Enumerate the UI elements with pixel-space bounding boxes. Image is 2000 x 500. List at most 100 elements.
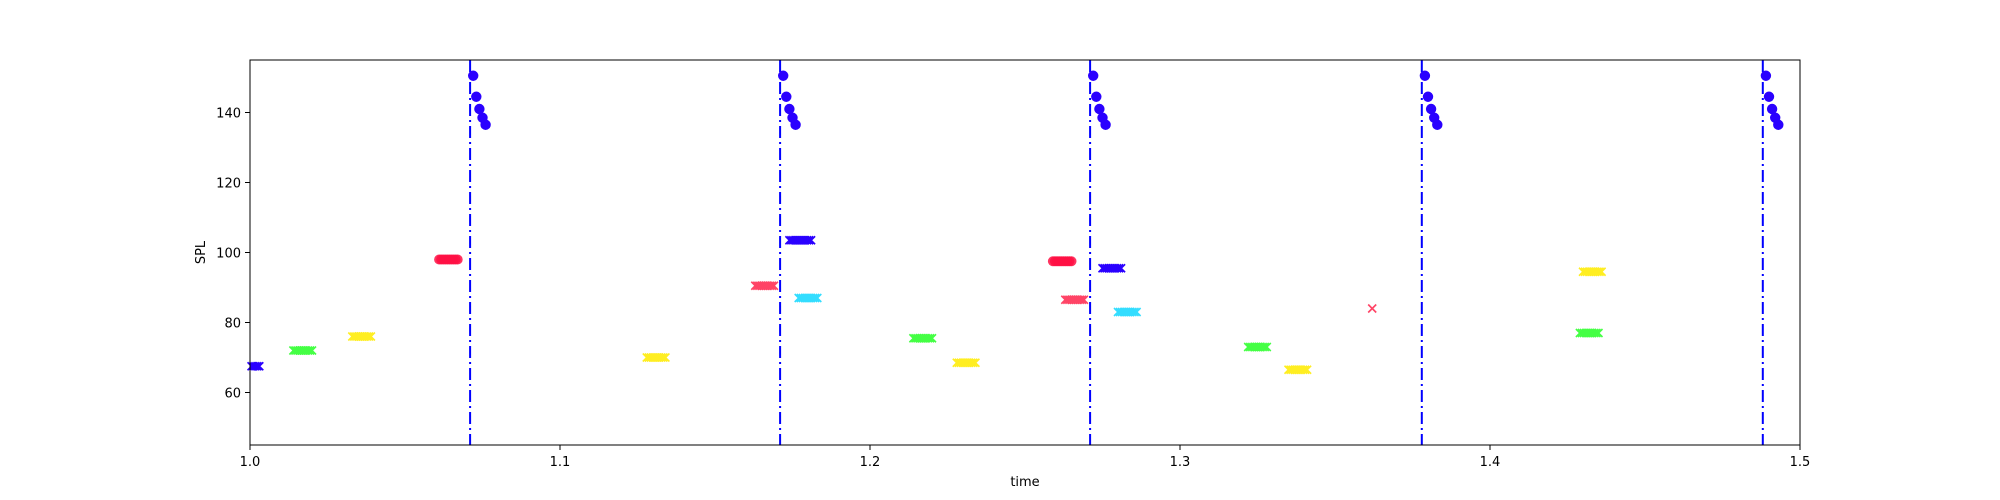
x-marker-stroke [1302, 365, 1312, 375]
x-marker-stroke [923, 333, 933, 343]
note-marker [1283, 365, 1312, 375]
note-marker [794, 293, 822, 303]
x-marker-stroke [812, 293, 822, 303]
y-tick-label: 100 [216, 247, 241, 262]
onset-marker [1763, 91, 1775, 102]
x-marker-stroke [1114, 263, 1124, 273]
x-marker-stroke [925, 333, 935, 343]
onset-marker [1773, 119, 1784, 130]
note-marker [908, 333, 937, 343]
onset-marker [1432, 119, 1443, 130]
x-marker-stroke [1077, 295, 1087, 305]
x-marker-stroke [1079, 295, 1089, 305]
x-marker-stroke [767, 281, 777, 291]
x-marker-stroke [366, 331, 376, 342]
x-marker-stroke [658, 352, 668, 363]
x-marker-stroke [1298, 365, 1308, 375]
note-marker [1113, 307, 1142, 317]
x-marker-stroke [364, 331, 374, 342]
x-marker-stroke [927, 333, 937, 343]
x-axis: 1.0 1.1 1.2 1.3 1.4 1.5 [240, 445, 1811, 470]
x-marker-stroke [656, 352, 666, 363]
x-marker-stroke [1258, 342, 1268, 352]
note-marker [1578, 267, 1607, 277]
x-marker-stroke [802, 235, 812, 245]
y-tick-label: 140 [216, 107, 241, 122]
note-marker [1097, 263, 1126, 273]
x-tick-label: 1.3 [1170, 455, 1191, 470]
onset-marker [1422, 91, 1434, 102]
note-marker [1243, 342, 1272, 352]
x-tick-label: 1.4 [1480, 455, 1501, 470]
x-marker-stroke [1300, 365, 1310, 375]
x-tick-label: 1.5 [1790, 455, 1811, 470]
x-marker-stroke [968, 358, 978, 368]
x-marker-stroke [806, 235, 816, 245]
y-tick-label: 60 [224, 387, 241, 402]
note-marker [434, 254, 463, 265]
onset-marker [781, 91, 792, 102]
circle-marker [1066, 256, 1077, 267]
x-marker-stroke [1262, 342, 1272, 352]
onset-marker [468, 70, 479, 81]
x-marker-stroke [966, 358, 976, 368]
x-marker-stroke [1260, 342, 1270, 352]
note-marker [642, 352, 670, 363]
x-marker-stroke [1127, 307, 1138, 317]
onset-marker [1760, 70, 1772, 81]
x-marker-stroke [254, 361, 264, 371]
x-marker-stroke [1593, 328, 1604, 338]
x-tick-label: 1.0 [240, 455, 261, 470]
plot-area [246, 60, 1784, 445]
y-tick-label: 80 [224, 317, 241, 332]
onset-marker [1419, 70, 1431, 81]
onset-marker [1100, 119, 1111, 130]
onset-marker [778, 70, 789, 81]
onset-marker [471, 91, 482, 102]
x-marker-stroke [1591, 328, 1601, 338]
note-marker [246, 361, 264, 371]
x-tick-label: 1.2 [860, 455, 881, 470]
x-marker-stroke [1075, 295, 1085, 305]
x-marker-stroke [1594, 267, 1605, 277]
note-marker [1047, 256, 1077, 267]
note-marker [784, 235, 816, 245]
note-marker [952, 358, 980, 368]
x-marker-stroke [307, 345, 317, 356]
x-marker-stroke [1589, 328, 1599, 338]
x-tick-label: 1.1 [550, 455, 571, 470]
onset-marker [1425, 103, 1437, 115]
onset-marker [784, 103, 795, 115]
x-marker-stroke [252, 361, 262, 371]
x-axis-label: time [1010, 475, 1039, 490]
x-marker-stroke [1367, 303, 1377, 314]
y-axis: 60 80 100 120 140 [216, 107, 250, 402]
note-marker [750, 281, 779, 291]
x-marker-stroke [1592, 267, 1603, 277]
x-marker-stroke [250, 361, 260, 371]
x-marker-stroke [362, 331, 372, 342]
x-marker-stroke [970, 358, 980, 368]
onset-marker [790, 119, 801, 130]
onset-marker [1094, 103, 1105, 115]
onset-marker [1766, 103, 1778, 115]
x-marker-stroke [305, 345, 315, 356]
x-marker-stroke [769, 281, 779, 291]
x-marker-stroke [810, 293, 820, 303]
onset-marker [1091, 91, 1102, 102]
x-marker-stroke [1597, 267, 1607, 277]
x-marker-stroke [1129, 307, 1140, 317]
note-marker [347, 331, 376, 342]
onset-marker [1088, 70, 1099, 81]
note-marker [1367, 303, 1377, 314]
x-marker-stroke [1112, 263, 1122, 273]
y-tick-label: 120 [216, 177, 241, 192]
x-marker-stroke [660, 352, 670, 363]
circle-marker [452, 254, 463, 265]
x-marker-stroke [1132, 307, 1142, 317]
y-axis-label: SPL [194, 240, 209, 264]
x-marker-stroke [808, 293, 818, 303]
note-marker [1060, 295, 1089, 305]
note-marker [288, 345, 317, 356]
